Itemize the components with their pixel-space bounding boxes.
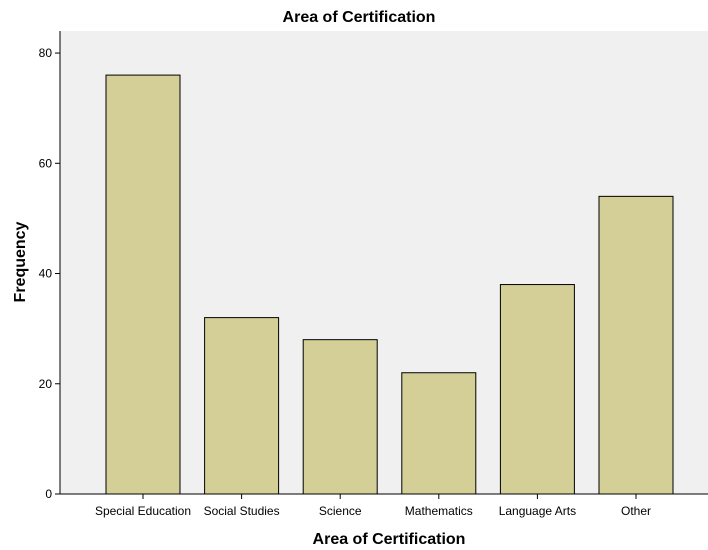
x-tick-label: Science	[319, 504, 362, 518]
y-axis-title: Frequency	[12, 221, 29, 302]
x-tick-label: Other	[621, 504, 651, 518]
x-tick-label: Language Arts	[499, 504, 576, 518]
bar	[204, 317, 280, 495]
bars	[105, 74, 674, 495]
x-tick-label: Mathematics	[405, 504, 473, 518]
bar	[499, 284, 575, 495]
y-tick-label: 80	[39, 46, 53, 60]
x-axis-title: Area of Certification	[313, 531, 466, 548]
x-tick-label: Special Education	[95, 504, 191, 518]
y-tick-label: 20	[39, 377, 53, 391]
chart-title: Area of Certification	[283, 9, 436, 26]
y-tick-label: 40	[39, 267, 53, 281]
y-tick-label: 60	[39, 156, 53, 170]
bar	[105, 74, 181, 495]
x-axis-ticks: Special Education Social Studies Science Ma…	[95, 494, 651, 518]
y-tick-label: 0	[45, 487, 52, 501]
bar	[302, 339, 378, 495]
bar	[401, 372, 477, 495]
x-tick-label: Social Studies	[204, 504, 280, 518]
y-axis-ticks: 0 20 40 60 80	[39, 46, 60, 501]
bar	[598, 195, 674, 495]
